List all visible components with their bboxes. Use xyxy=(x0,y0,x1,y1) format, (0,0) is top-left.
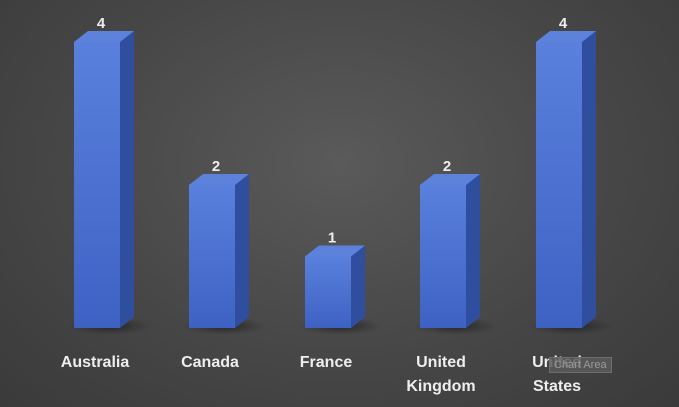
bar-top-australia[interactable] xyxy=(74,31,134,42)
bar-top-united-kingdom[interactable] xyxy=(420,174,480,185)
data-label-australia: 4 xyxy=(97,15,106,32)
chart-area-tooltip: Chart Area xyxy=(549,357,612,373)
bar-side-australia[interactable] xyxy=(120,31,134,328)
data-label-france: 1 xyxy=(328,230,336,247)
bar-side-united-kingdom[interactable] xyxy=(466,174,480,328)
data-label-united-states: 4 xyxy=(559,15,568,32)
bar-united-states[interactable] xyxy=(536,42,582,328)
bar-side-canada[interactable] xyxy=(235,174,249,328)
data-label-canada: 2 xyxy=(212,158,220,175)
bar-canada[interactable] xyxy=(189,185,235,328)
bar-top-united-states[interactable] xyxy=(536,31,596,42)
category-label-united-kingdom-line2: Kingdom xyxy=(406,378,475,395)
category-label-france: France xyxy=(300,354,353,371)
bar-top-canada[interactable] xyxy=(189,174,249,185)
bar-united-kingdom[interactable] xyxy=(420,185,466,328)
bar-france[interactable] xyxy=(305,256,351,329)
bar-side-united-states[interactable] xyxy=(582,31,596,328)
category-label-australia: Australia xyxy=(61,354,130,371)
bar-top-france[interactable] xyxy=(305,245,365,257)
bar-side-france[interactable] xyxy=(351,245,365,329)
data-label-united-kingdom: 2 xyxy=(443,158,451,175)
category-label-canada: Canada xyxy=(181,354,239,371)
category-label-united-kingdom-line1: United xyxy=(416,354,466,371)
category-label-united-states-line2: States xyxy=(533,378,581,395)
bar-australia[interactable] xyxy=(74,42,120,328)
